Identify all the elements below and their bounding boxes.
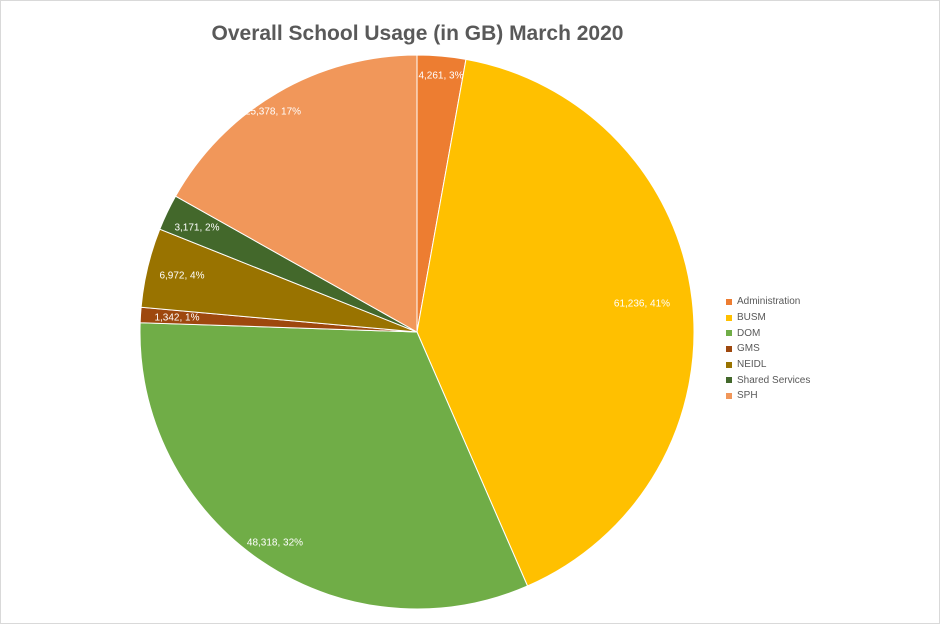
chart-title: Overall School Usage (in GB) March 2020: [211, 22, 624, 45]
legend-item: Administration: [726, 294, 824, 310]
pie-slice-busm: [416, 58, 695, 587]
legend-label: Shared Services: [737, 374, 811, 386]
legend-label: GMS: [737, 343, 760, 355]
legend-label: DOM: [737, 327, 761, 339]
data-label-busm: 61,236, 41%: [614, 299, 670, 310]
data-label-gms: 1,342, 1%: [154, 313, 199, 324]
legend-label: Administration: [737, 296, 801, 308]
legend-item: SPH: [726, 388, 824, 404]
legend-swatch: [726, 298, 732, 305]
legend-label: BUSM: [737, 312, 766, 324]
pie-slice-sph: [174, 54, 418, 333]
legend-swatch: [726, 377, 732, 384]
legend-swatch: [726, 361, 732, 368]
chart-legend: Administration BUSM DOM GMS NEIDL Shared Serv…: [723, 291, 824, 407]
legend-item: GMS: [726, 341, 824, 357]
data-label-neidl: 6,972, 4%: [159, 271, 204, 282]
legend-swatch: [726, 314, 732, 321]
legend-item: NEIDL: [726, 357, 824, 373]
data-label-sph: 25,378, 17%: [245, 107, 301, 118]
pie-slice-dom: [139, 322, 529, 610]
legend-item: Shared Services: [726, 372, 824, 388]
legend-item: BUSM: [726, 310, 824, 326]
legend-label: NEIDL: [737, 359, 767, 371]
legend-label: SPH: [737, 390, 758, 402]
legend-item: DOM: [726, 325, 824, 341]
legend-swatch: [726, 392, 732, 399]
data-label-shared-services: 3,171, 2%: [174, 223, 219, 234]
data-label-dom: 48,318, 32%: [247, 538, 303, 549]
legend-swatch: [726, 330, 732, 337]
data-label-administration: 4,261, 3%: [418, 71, 463, 82]
legend-swatch: [726, 345, 732, 352]
